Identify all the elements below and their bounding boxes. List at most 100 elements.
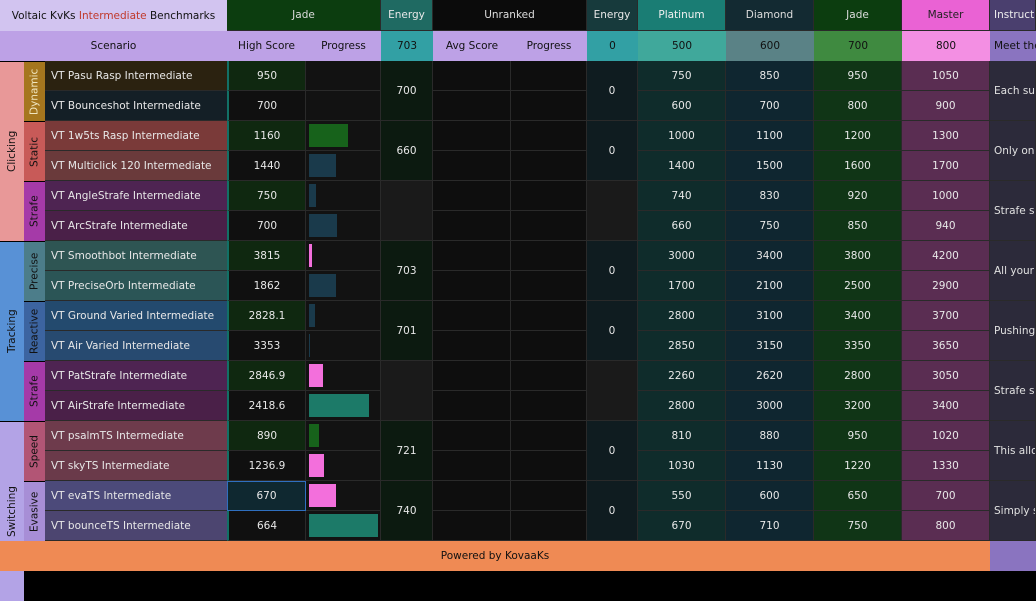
- header-rank-1: Diamond: [726, 0, 814, 31]
- scenario-name[interactable]: VT Pasu Rasp Intermediate: [45, 61, 227, 91]
- rank-requirement: 2260: [638, 361, 726, 391]
- high-score-cell[interactable]: 1160: [227, 121, 306, 151]
- scenario-name[interactable]: VT Multiclick 120 Intermediate: [45, 151, 227, 181]
- scenario-name[interactable]: VT AirStrafe Intermediate: [45, 391, 227, 421]
- progress-2-cell: [511, 211, 587, 241]
- scenario-name[interactable]: VT skyTS Intermediate: [45, 451, 227, 481]
- rank-requirement: 700: [726, 91, 814, 121]
- rank-requirement: 1050: [902, 61, 990, 91]
- high-score-cell[interactable]: 1236.9: [227, 451, 306, 481]
- avg-score-cell: [433, 391, 511, 421]
- header-threshold-0: 500: [638, 31, 726, 61]
- high-score-cell[interactable]: 700: [227, 211, 306, 241]
- group-energy-2: 0: [587, 121, 638, 181]
- high-score-cell[interactable]: 3815: [227, 241, 306, 271]
- progress-cell: [306, 91, 381, 121]
- group-energy: 740: [381, 481, 433, 541]
- scenario-name[interactable]: VT Bounceshot Intermediate: [45, 91, 227, 121]
- scenario-name[interactable]: VT Ground Varied Intermediate: [45, 301, 227, 331]
- rank-requirement: 3000: [726, 391, 814, 421]
- progress-bar: [309, 484, 336, 507]
- avg-score-cell: [433, 181, 511, 211]
- rank-requirement: 1700: [638, 271, 726, 301]
- header-energy: Energy: [381, 0, 433, 31]
- progress-cell: [306, 421, 381, 451]
- header-instructions: Instruct: [990, 0, 1036, 31]
- avg-score-cell: [433, 211, 511, 241]
- progress-bar: [309, 514, 378, 537]
- rank-requirement: 670: [638, 511, 726, 541]
- progress-bar: [309, 274, 336, 297]
- rank-requirement: 800: [814, 91, 902, 121]
- high-score-cell[interactable]: 750: [227, 181, 306, 211]
- scenario-name[interactable]: VT Air Varied Intermediate: [45, 331, 227, 361]
- rank-requirement: 1330: [902, 451, 990, 481]
- progress-2-cell: [511, 511, 587, 541]
- group-energy-2: 0: [587, 241, 638, 301]
- group-energy: 660: [381, 121, 433, 181]
- high-score-cell[interactable]: 950: [227, 61, 306, 91]
- rank-requirement: 1020: [902, 421, 990, 451]
- progress-cell: [306, 211, 381, 241]
- progress-2-cell: [511, 391, 587, 421]
- rank-requirement: 3000: [638, 241, 726, 271]
- rank-requirement: 3650: [902, 331, 990, 361]
- progress-bar: [309, 124, 348, 147]
- avg-score-cell: [433, 61, 511, 91]
- high-score-cell[interactable]: 3353: [227, 331, 306, 361]
- high-score-cell[interactable]: 2846.9: [227, 361, 306, 391]
- scenario-name[interactable]: VT 1w5ts Rasp Intermediate: [45, 121, 227, 151]
- scenario-name[interactable]: VT psalmTS Intermediate: [45, 421, 227, 451]
- rank-requirement: 950: [814, 61, 902, 91]
- category-switching: Switching: [0, 421, 24, 601]
- progress-bar: [309, 424, 319, 447]
- progress-2-cell: [511, 451, 587, 481]
- high-score-cell[interactable]: 670: [227, 481, 306, 511]
- scenario-name[interactable]: VT PatStrafe Intermediate: [45, 361, 227, 391]
- subcategory-2: Strafe: [24, 181, 45, 241]
- rank-requirement: 900: [902, 91, 990, 121]
- progress-bar: [309, 394, 369, 417]
- progress-cell: [306, 361, 381, 391]
- progress-cell: [306, 181, 381, 211]
- rank-requirement: 660: [638, 211, 726, 241]
- scenario-name[interactable]: VT bounceTS Intermediate: [45, 511, 227, 541]
- rank-requirement: 3050: [902, 361, 990, 391]
- avg-score-cell: [433, 331, 511, 361]
- high-score-cell[interactable]: 664: [227, 511, 306, 541]
- rank-requirement: 2500: [814, 271, 902, 301]
- group-energy: [381, 361, 433, 421]
- high-score-cell[interactable]: 1440: [227, 151, 306, 181]
- rank-requirement: 1600: [814, 151, 902, 181]
- progress-cell: [306, 331, 381, 361]
- scenario-name[interactable]: VT PreciseOrb Intermediate: [45, 271, 227, 301]
- high-score-cell[interactable]: 2828.1: [227, 301, 306, 331]
- title-suffix: Benchmarks: [146, 9, 216, 22]
- page-title: Voltaic KvKs Intermediate Benchmarks: [0, 0, 227, 31]
- avg-score-cell: [433, 151, 511, 181]
- progress-bar: [309, 244, 312, 267]
- instructions-cell: Only one: [990, 121, 1036, 181]
- scenario-name[interactable]: VT evaTS Intermediate: [45, 481, 227, 511]
- category-clicking: Clicking: [0, 61, 24, 241]
- high-score-cell[interactable]: 890: [227, 421, 306, 451]
- progress-2-cell: [511, 61, 587, 91]
- rank-requirement: 4200: [902, 241, 990, 271]
- high-score-cell[interactable]: 700: [227, 91, 306, 121]
- rank-requirement: 550: [638, 481, 726, 511]
- rank-requirement: 3350: [814, 331, 902, 361]
- rank-requirement: 830: [726, 181, 814, 211]
- rank-requirement: 3800: [814, 241, 902, 271]
- scenario-name[interactable]: VT Smoothbot Intermediate: [45, 241, 227, 271]
- progress-cell: [306, 391, 381, 421]
- scenario-name[interactable]: VT ArcStrafe Intermediate: [45, 211, 227, 241]
- group-energy-2: 0: [587, 301, 638, 361]
- instructions-cell: Each sub: [990, 61, 1036, 121]
- high-score-cell[interactable]: 1862: [227, 271, 306, 301]
- scenario-name[interactable]: VT AngleStrafe Intermediate: [45, 181, 227, 211]
- avg-score-cell: [433, 361, 511, 391]
- high-score-cell[interactable]: 2418.6: [227, 391, 306, 421]
- rank-requirement: 1220: [814, 451, 902, 481]
- rank-requirement: 2800: [814, 361, 902, 391]
- progress-2-cell: [511, 121, 587, 151]
